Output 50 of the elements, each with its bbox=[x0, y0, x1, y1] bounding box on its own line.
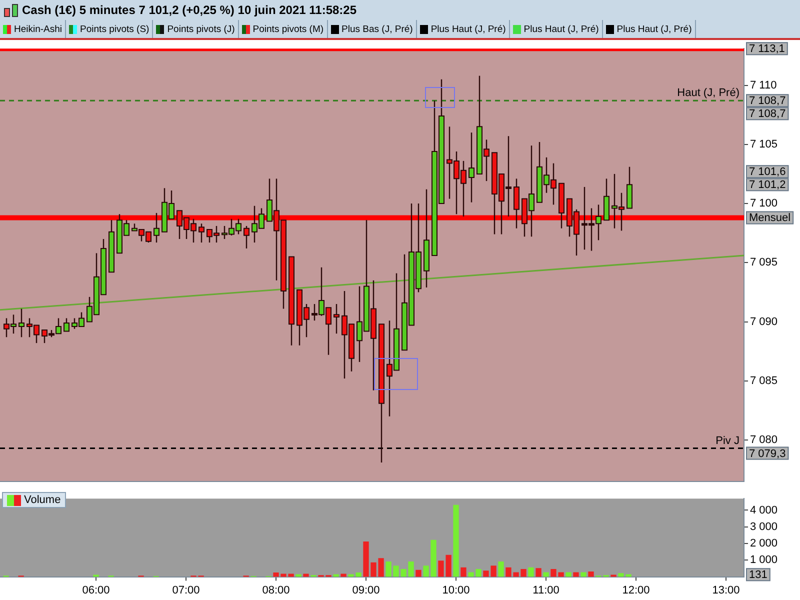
text: 7 101,2 bbox=[749, 179, 786, 192]
text: Plus Haut (J, Pré) bbox=[524, 24, 599, 34]
text: Points pivots (M) bbox=[252, 24, 324, 34]
text: Heikin-Ashi bbox=[14, 24, 62, 34]
ref-line-label: Mensuel bbox=[749, 212, 791, 224]
annotation: Piv J bbox=[716, 434, 740, 447]
y-tick-label: 7 090 bbox=[750, 316, 778, 328]
bar bbox=[573, 572, 579, 577]
x-tick-label: 09:00 bbox=[352, 584, 380, 596]
text: Plus Haut (J, Pré) bbox=[616, 24, 692, 34]
text: Plus Haut (J, Pré) bbox=[430, 24, 506, 34]
y-tick-label: 7 085 bbox=[750, 374, 778, 387]
y-tick-label: 7 110 bbox=[750, 79, 777, 92]
bar bbox=[536, 568, 542, 577]
text: Points pivots (S) bbox=[80, 24, 150, 34]
annotation: Haut (J, Pré) bbox=[677, 87, 740, 100]
chart-title: Cash (1€) 5 minutes 7 101,2 (+0,25 %) 10 juin 2021 11:58:25 bbox=[22, 3, 357, 17]
y-tick-label: 7 080 bbox=[750, 434, 778, 446]
text: Plus Bas (J, Pré) bbox=[342, 24, 413, 34]
bar bbox=[566, 572, 572, 577]
ref-line-label: 7 079,3 bbox=[749, 448, 786, 460]
y-tick-label: 4 000 bbox=[750, 504, 778, 516]
x-tick-label: 13:00 bbox=[712, 584, 740, 596]
y-tick-label: 7 100 bbox=[750, 198, 778, 210]
x-tick-label: 12:00 bbox=[622, 584, 650, 596]
bar bbox=[543, 572, 549, 577]
bar bbox=[580, 572, 586, 577]
bar bbox=[588, 571, 594, 577]
x-tick-label: 07:00 bbox=[172, 584, 200, 596]
x-tick-label: 06:00 bbox=[82, 584, 110, 596]
bar bbox=[453, 504, 459, 577]
bar bbox=[528, 567, 534, 577]
y-tick-label: 1 000 bbox=[750, 554, 778, 566]
text: Points pivots (J) bbox=[167, 24, 235, 34]
legend-label: Volume bbox=[24, 494, 61, 506]
bar bbox=[460, 567, 466, 577]
bar bbox=[416, 570, 422, 577]
text: 131 bbox=[749, 569, 768, 582]
y-tick-label: 2 000 bbox=[750, 538, 778, 550]
x-tick-label: 11:00 bbox=[532, 584, 560, 596]
text: 7 108,7 bbox=[749, 108, 786, 120]
x-tick-label: 08:00 bbox=[262, 584, 290, 596]
bar bbox=[498, 561, 504, 577]
y-tick-label: 7 105 bbox=[750, 138, 778, 150]
text: 7 101,6 bbox=[749, 166, 786, 178]
y-tick-label: 7 095 bbox=[750, 256, 778, 269]
y-tick-label: 3 000 bbox=[750, 520, 778, 533]
x-tick-label: 10:00 bbox=[442, 584, 470, 596]
ref-line-label: 7 113,1 bbox=[749, 43, 785, 56]
ref-line-label: 7 108,7 bbox=[749, 95, 786, 108]
